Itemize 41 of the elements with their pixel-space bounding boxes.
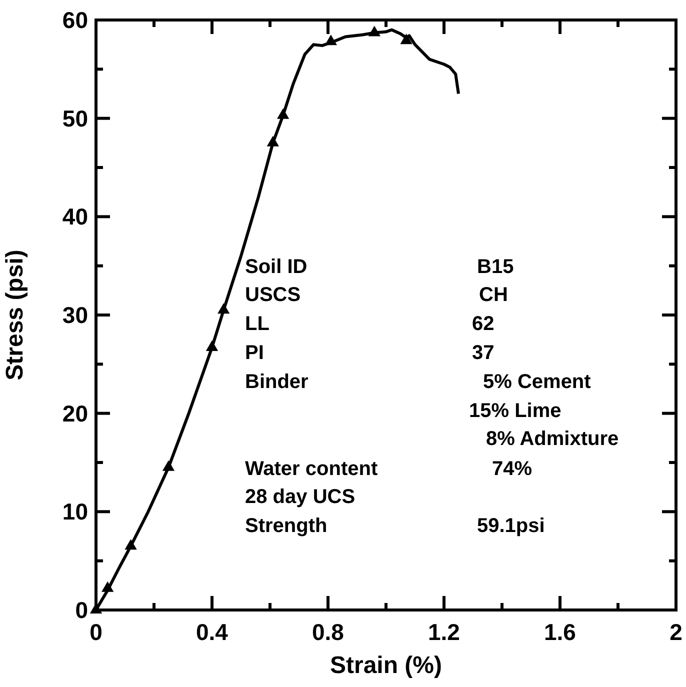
annotation: 15% Lime — [469, 400, 562, 422]
x-tick-label: 2 — [670, 619, 682, 645]
x-tick-label: 0.4 — [196, 619, 228, 645]
annotation: 74% — [492, 458, 532, 480]
point — [162, 460, 175, 471]
y-tick-label: 0 — [75, 597, 88, 623]
y-tick-label: 60 — [62, 7, 88, 33]
x-tick-label: 1.2 — [428, 619, 460, 645]
annotation: 37 — [472, 342, 494, 364]
point — [266, 136, 279, 146]
annotation: Soil ID — [245, 256, 308, 278]
annotation: USCS — [245, 284, 301, 306]
annotation: Binder — [245, 371, 309, 393]
annotation: PI — [245, 342, 264, 364]
annotation: CH — [479, 284, 508, 306]
annotation: LL — [245, 313, 270, 335]
y-tick-label: 30 — [62, 302, 88, 328]
annotation: 62 — [472, 313, 494, 335]
point — [102, 581, 114, 592]
annotation: 28 day UCS — [245, 486, 356, 508]
x-tick-label: 1.6 — [544, 619, 576, 645]
annotation: Strength — [245, 515, 328, 537]
annotation: B15 — [477, 256, 514, 278]
y-tick-label: 20 — [62, 400, 88, 426]
y-axis-title: Stress (psi) — [2, 250, 29, 380]
x-tick-label: 0.8 — [312, 619, 344, 645]
x-axis-title: Strain (%) — [330, 652, 442, 679]
point — [218, 303, 230, 314]
point — [324, 34, 337, 46]
annotation: 8% Admixture — [486, 428, 619, 450]
point — [400, 34, 412, 44]
point — [206, 340, 218, 351]
point — [276, 108, 290, 119]
annotation: 5% Cement — [483, 371, 592, 393]
annotation: 59.1psi — [477, 515, 545, 537]
y-tick-label: 10 — [62, 498, 88, 525]
annotation: Water content — [245, 458, 378, 480]
point — [124, 539, 137, 550]
y-tick-label: 50 — [62, 105, 88, 132]
point — [368, 26, 380, 36]
y-tick-label: 40 — [62, 204, 88, 230]
